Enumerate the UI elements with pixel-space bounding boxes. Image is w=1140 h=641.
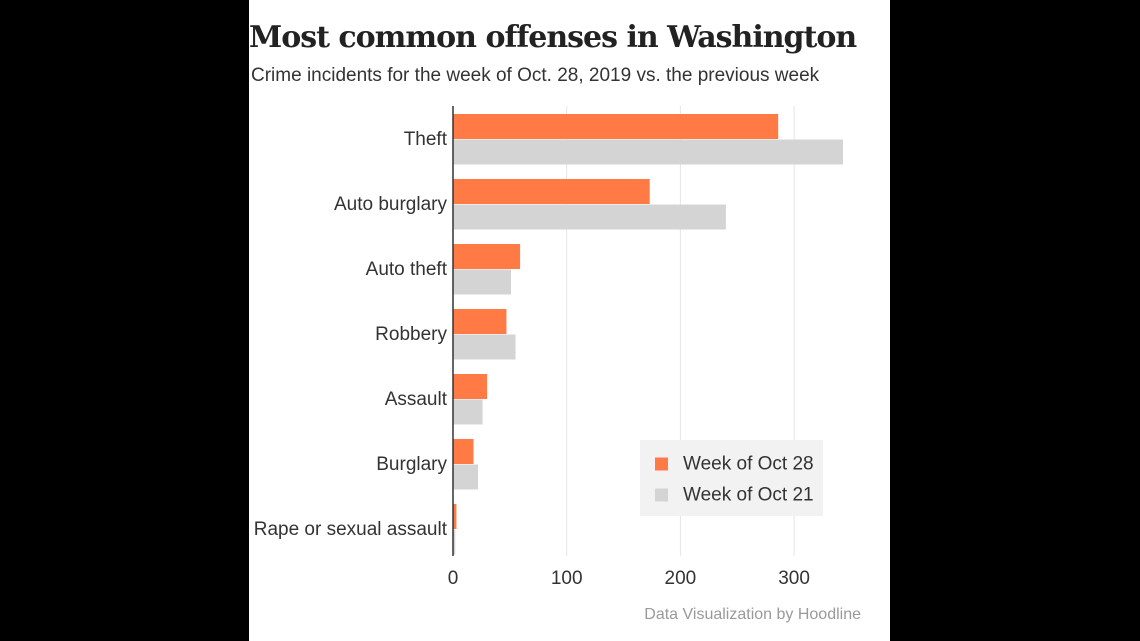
chart-title: Most common offenses in Washington [249,20,857,55]
legend-label-current: Week of Oct 28 [683,454,814,475]
bar-rape-or-sexual-assault-current [453,504,457,529]
bar-auto-theft-previous [453,269,511,295]
bar-theft-current [453,114,779,139]
bar-chart: Theft Auto burglary Auto theft Robbery Assau… [254,106,843,589]
tick-label-100: 100 [551,568,583,589]
legend-swatch-previous [655,488,668,502]
category-label-auto-theft: Auto theft [366,259,448,280]
bar-robbery-current [453,309,507,334]
bar-assault-previous [453,399,483,425]
chart-subtitle: Crime incidents for the week of Oct. 28,… [251,65,820,86]
category-label-rape-or-sexual-assault: Rape or sexual assault [254,519,448,540]
legend-swatch-current [655,457,668,471]
bar-assault-current [453,374,488,399]
bar-auto-burglary-previous [453,204,726,230]
category-label-theft: Theft [404,129,448,150]
category-label-robbery: Robbery [375,324,447,345]
legend-label-previous: Week of Oct 21 [683,485,814,506]
bar-burglary-previous [453,464,479,490]
bar-rape-or-sexual-assault-previous [453,529,456,555]
bar-auto-burglary-current [453,179,650,204]
category-label-burglary: Burglary [376,454,447,475]
category-label-auto-burglary: Auto burglary [334,194,448,215]
bar-robbery-previous [453,334,516,360]
tick-label-300: 300 [778,568,810,589]
legend-box [640,440,823,516]
bar-burglary-current [453,439,474,464]
chart-panel: Most common offenses in Washington Crime… [249,0,890,641]
bar-theft-previous [453,139,843,165]
bar-auto-theft-current [453,244,521,269]
tick-label-0: 0 [448,568,459,589]
credit-text: Data Visualization by Hoodline [644,606,861,623]
category-label-assault: Assault [385,389,448,410]
tick-label-200: 200 [665,568,697,589]
